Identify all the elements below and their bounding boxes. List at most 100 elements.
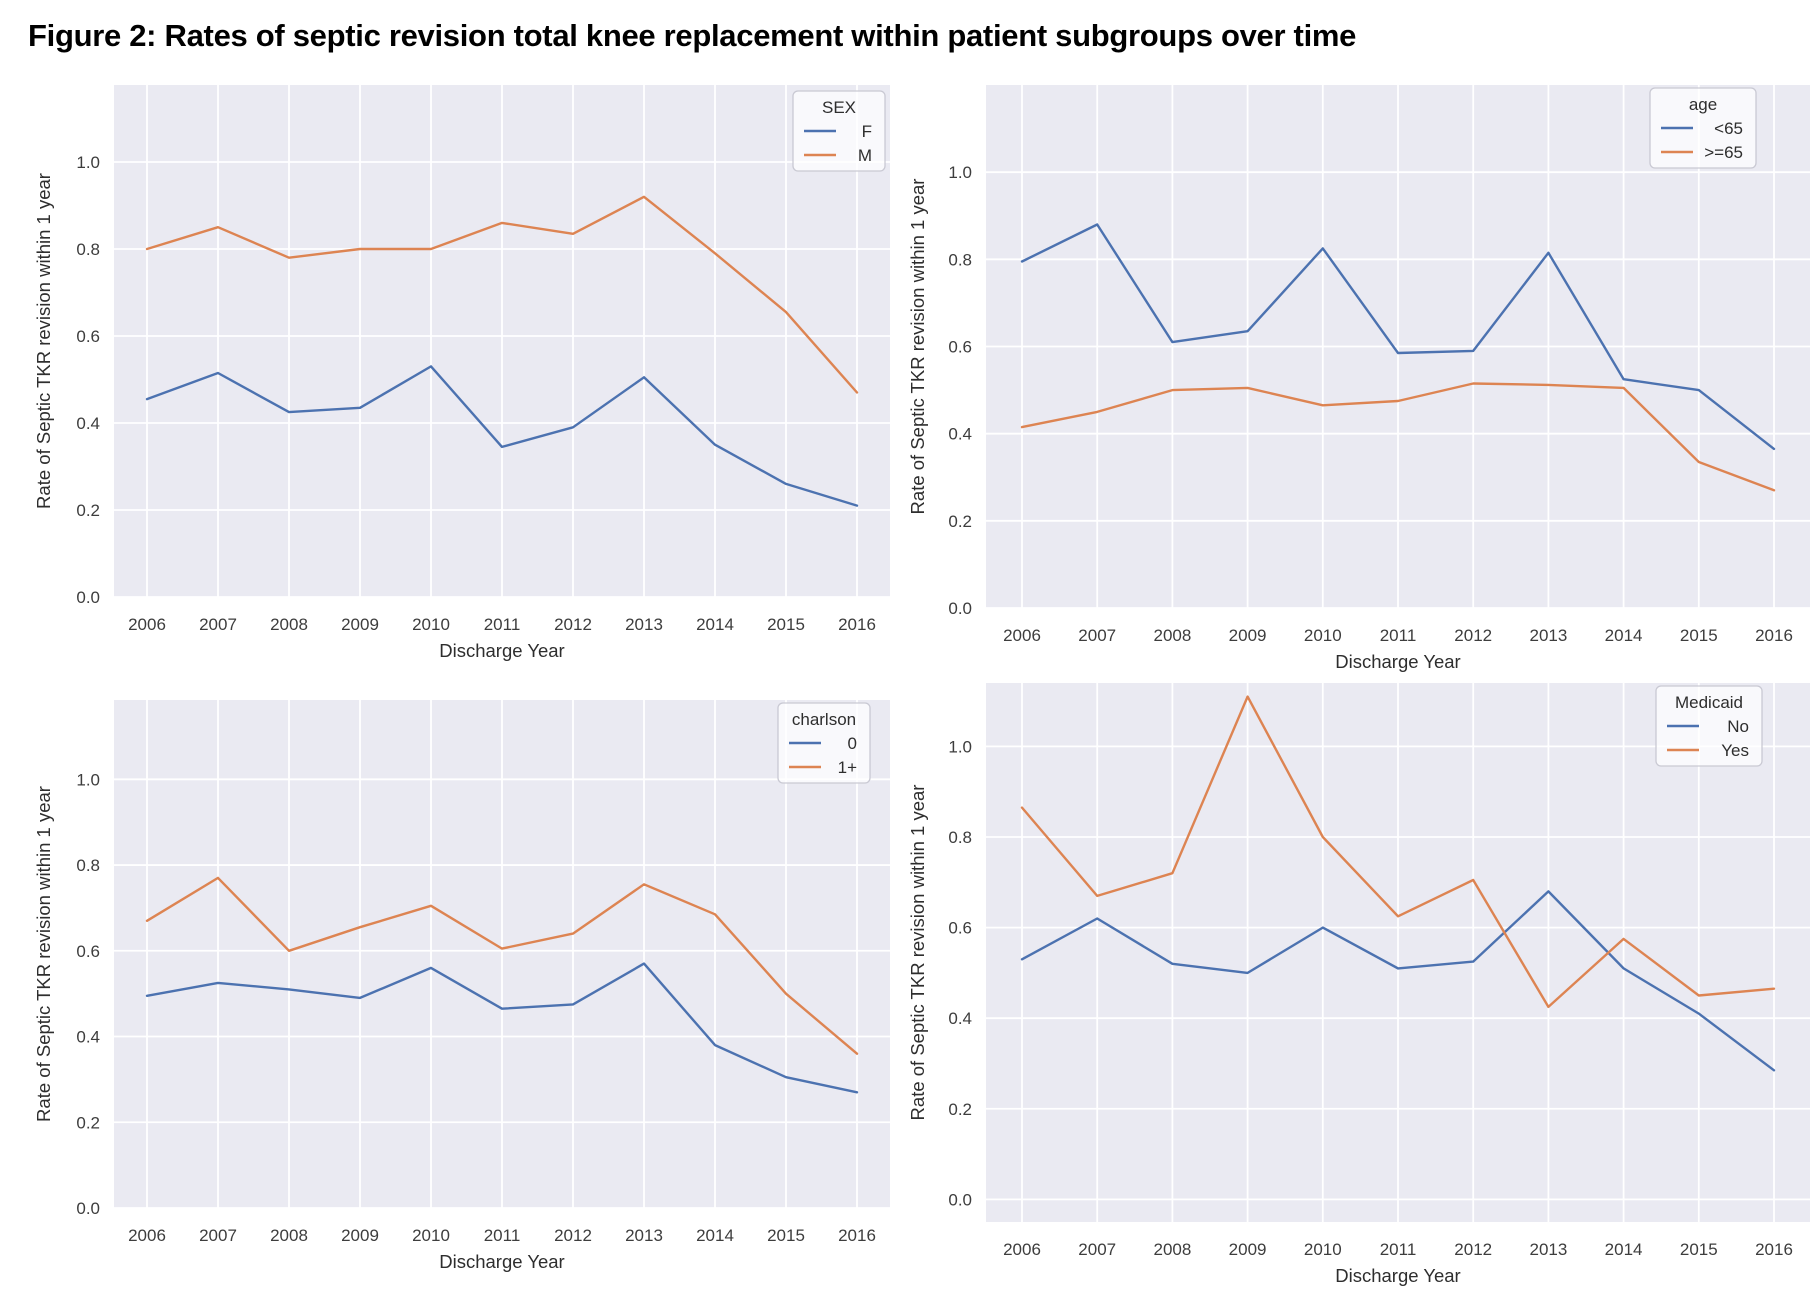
y-tick-label-0.8: 0.8 bbox=[76, 240, 100, 259]
x-tick-label-2012: 2012 bbox=[554, 1226, 592, 1245]
y-tick-label-0.4: 0.4 bbox=[948, 425, 972, 444]
x-tick-label-2010: 2010 bbox=[1304, 626, 1342, 645]
series-line-M bbox=[145, 195, 859, 394]
x-axis-label: Discharge Year bbox=[1335, 651, 1460, 672]
y-tick-label-0.6: 0.6 bbox=[76, 942, 100, 961]
y-tick-label-0.6: 0.6 bbox=[948, 338, 972, 357]
y-tick-label-0.4: 0.4 bbox=[76, 414, 100, 433]
x-tick-label-2006: 2006 bbox=[128, 615, 166, 634]
legend-title-charlson: charlson bbox=[792, 710, 856, 729]
x-tick-label-2015: 2015 bbox=[1680, 626, 1718, 645]
y-tick-label-1.0: 1.0 bbox=[948, 737, 972, 756]
y-axis-label: Rate of Septic TKR revision within 1 yea… bbox=[907, 785, 928, 1121]
legend-label-No: No bbox=[1727, 717, 1749, 736]
y-tick-label-1.0: 1.0 bbox=[76, 770, 100, 789]
x-tick-label-2006: 2006 bbox=[1003, 1240, 1041, 1259]
y-tick-label-1.0: 1.0 bbox=[948, 163, 972, 182]
x-tick-label-2016: 2016 bbox=[838, 1226, 876, 1245]
x-tick-label-2006: 2006 bbox=[1003, 626, 1041, 645]
y-tick-label-0.2: 0.2 bbox=[948, 1100, 972, 1119]
y-tick-label-0.4: 0.4 bbox=[948, 1009, 972, 1028]
y-tick-label-0.8: 0.8 bbox=[948, 250, 972, 269]
legend-box-charlson bbox=[777, 702, 871, 784]
x-tick-label-2014: 2014 bbox=[696, 615, 734, 634]
legend-title-SEX: SEX bbox=[822, 98, 856, 117]
x-tick-label-2010: 2010 bbox=[1304, 1240, 1342, 1259]
series-line->=65 bbox=[1020, 382, 1776, 492]
x-tick-label-2012: 2012 bbox=[554, 615, 592, 634]
legend-label-1+: 1+ bbox=[838, 758, 857, 777]
x-tick-label-2008: 2008 bbox=[270, 1226, 308, 1245]
x-tick-label-2014: 2014 bbox=[1605, 626, 1643, 645]
y-tick-label-0.8: 0.8 bbox=[76, 856, 100, 875]
x-tick-label-2008: 2008 bbox=[1153, 1240, 1191, 1259]
y-tick-label-0.2: 0.2 bbox=[76, 1113, 100, 1132]
x-tick-label-2011: 2011 bbox=[484, 615, 521, 634]
x-tick-label-2011: 2011 bbox=[1380, 1240, 1417, 1259]
y-tick-label-0.0: 0.0 bbox=[948, 1190, 972, 1209]
x-tick-label-2016: 2016 bbox=[838, 615, 876, 634]
x-tick-label-2013: 2013 bbox=[625, 1226, 663, 1245]
y-tick-label-0.8: 0.8 bbox=[948, 828, 972, 847]
x-tick-label-2006: 2006 bbox=[128, 1226, 166, 1245]
x-tick-label-2009: 2009 bbox=[1229, 626, 1267, 645]
legend-label-<65: <65 bbox=[1714, 119, 1743, 138]
legend-title-Medicaid: Medicaid bbox=[1675, 693, 1743, 712]
x-tick-label-2009: 2009 bbox=[1229, 1240, 1267, 1259]
y-tick-label-0.6: 0.6 bbox=[76, 327, 100, 346]
series-line-No bbox=[1020, 890, 1776, 1072]
y-tick-label-0.0: 0.0 bbox=[76, 1199, 100, 1218]
y-axis-label: Rate of Septic TKR revision within 1 yea… bbox=[907, 179, 928, 515]
y-axis-label: Rate of Septic TKR revision within 1 yea… bbox=[33, 786, 54, 1122]
y-tick-label-0.0: 0.0 bbox=[76, 588, 100, 607]
x-tick-label-2007: 2007 bbox=[199, 615, 237, 634]
x-tick-label-2009: 2009 bbox=[341, 615, 379, 634]
legend-label-Yes: Yes bbox=[1721, 741, 1749, 760]
series-line-Yes bbox=[1020, 695, 1776, 1009]
x-tick-label-2015: 2015 bbox=[767, 615, 805, 634]
y-tick-label-0.6: 0.6 bbox=[948, 919, 972, 938]
x-tick-label-2012: 2012 bbox=[1454, 1240, 1492, 1259]
x-tick-label-2015: 2015 bbox=[767, 1226, 805, 1245]
series-line-<65 bbox=[1020, 223, 1776, 451]
x-tick-label-2010: 2010 bbox=[412, 615, 450, 634]
x-tick-label-2012: 2012 bbox=[1454, 626, 1492, 645]
x-axis-label: Discharge Year bbox=[1335, 1265, 1460, 1286]
legend-title-age: age bbox=[1689, 95, 1717, 114]
x-tick-label-2007: 2007 bbox=[1078, 626, 1116, 645]
x-tick-label-2008: 2008 bbox=[270, 615, 308, 634]
y-tick-label-0.0: 0.0 bbox=[948, 599, 972, 618]
x-tick-label-2011: 2011 bbox=[1380, 626, 1417, 645]
x-tick-label-2013: 2013 bbox=[1529, 1240, 1567, 1259]
legend-box-SEX bbox=[792, 90, 886, 172]
x-tick-label-2016: 2016 bbox=[1755, 1240, 1793, 1259]
legend-label-F: F bbox=[862, 122, 872, 141]
series-line-F bbox=[145, 365, 859, 507]
legend-box-Medicaid bbox=[1655, 685, 1763, 767]
legend-box-age bbox=[1649, 87, 1757, 169]
x-tick-label-2013: 2013 bbox=[625, 615, 663, 634]
x-axis-label: Discharge Year bbox=[439, 640, 564, 661]
x-tick-label-2010: 2010 bbox=[412, 1226, 450, 1245]
x-tick-label-2013: 2013 bbox=[1529, 626, 1567, 645]
legend-label-M: M bbox=[858, 146, 872, 165]
x-tick-label-2007: 2007 bbox=[199, 1226, 237, 1245]
x-tick-label-2011: 2011 bbox=[484, 1226, 521, 1245]
y-tick-label-0.4: 0.4 bbox=[76, 1028, 100, 1047]
figure-title: Figure 2: Rates of septic revision total… bbox=[28, 18, 1357, 53]
y-tick-label-1.0: 1.0 bbox=[76, 153, 100, 172]
legend-label-0: 0 bbox=[848, 734, 857, 753]
x-tick-label-2015: 2015 bbox=[1680, 1240, 1718, 1259]
y-axis-label: Rate of Septic TKR revision within 1 yea… bbox=[33, 173, 54, 509]
x-tick-label-2008: 2008 bbox=[1153, 626, 1191, 645]
y-tick-label-0.2: 0.2 bbox=[76, 501, 100, 520]
x-tick-label-2016: 2016 bbox=[1755, 626, 1793, 645]
series-line-1+ bbox=[145, 876, 859, 1055]
x-tick-label-2009: 2009 bbox=[341, 1226, 379, 1245]
x-tick-label-2014: 2014 bbox=[1605, 1240, 1643, 1259]
y-tick-label-0.2: 0.2 bbox=[948, 512, 972, 531]
x-tick-label-2014: 2014 bbox=[696, 1226, 734, 1245]
x-axis-label: Discharge Year bbox=[439, 1251, 564, 1272]
